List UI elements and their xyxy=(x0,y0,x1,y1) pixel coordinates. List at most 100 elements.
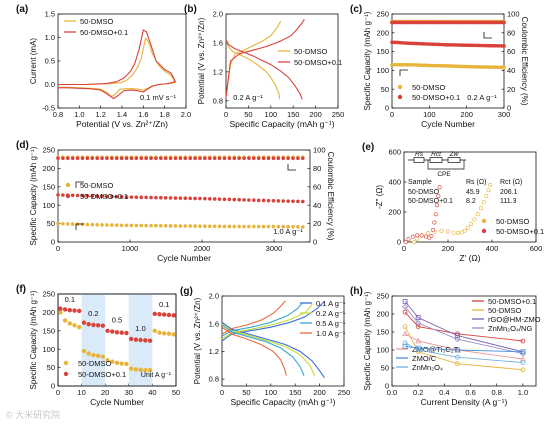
cycle-point xyxy=(198,224,202,228)
cycle-point xyxy=(286,199,290,203)
legend-label: ZMO@Ti₃C₂Tₓ xyxy=(412,345,461,354)
circuit-wire xyxy=(427,160,465,170)
compare-line xyxy=(405,345,523,353)
rate-point xyxy=(81,348,87,354)
x-tick-label: 600 xyxy=(530,244,543,253)
rate-point xyxy=(119,330,124,335)
y-tick-label: 250 xyxy=(42,146,55,155)
cycle-point xyxy=(159,195,163,200)
x-axis-label: Cycle Number xyxy=(90,397,144,407)
cycle-point xyxy=(129,195,134,199)
plot-frame xyxy=(403,151,537,243)
cycle-point xyxy=(281,224,286,229)
cycle-point xyxy=(139,223,144,228)
marker-triangle xyxy=(402,330,409,336)
x-axis-label: Specific Capacity (mAh g⁻¹) xyxy=(229,119,334,129)
circuit-label: Rct xyxy=(431,151,442,158)
cycle-point xyxy=(183,156,188,161)
axis-arrow xyxy=(75,181,84,188)
axis-arrow xyxy=(287,164,296,171)
cycle-point xyxy=(217,224,222,229)
cycle-point xyxy=(276,224,281,229)
rate-point xyxy=(166,312,172,318)
rate-point xyxy=(105,358,110,363)
cycle-point xyxy=(217,156,222,161)
rate-point xyxy=(114,360,120,366)
annotation: 0.2 A g⁻¹ xyxy=(233,93,263,102)
legend-swatch xyxy=(397,84,403,90)
rate-point xyxy=(100,323,106,328)
cycle-point xyxy=(261,198,266,203)
circuit-label: CPE xyxy=(437,171,451,178)
legend-label: 1.0 A g⁻¹ xyxy=(316,329,346,338)
y-tick-label: 200 xyxy=(388,208,401,217)
y-tick-label: 50 xyxy=(381,364,389,373)
cycle-point xyxy=(271,224,276,229)
annotation: 1.0 A g⁻¹ xyxy=(273,227,303,236)
eis-point xyxy=(432,220,437,225)
rate-label: 1.0 xyxy=(135,324,145,333)
y-tick-label: 200 xyxy=(42,308,55,317)
cycle-point xyxy=(193,224,197,228)
cycle-point xyxy=(296,156,300,161)
gcd-discharge xyxy=(221,323,316,376)
eis-point xyxy=(488,183,493,188)
cycle-point xyxy=(159,223,163,228)
cycle-point xyxy=(281,199,286,203)
x-tick-label: 300 xyxy=(498,110,511,119)
y-axis-label: Specific Capacity (mAh g⁻¹) xyxy=(363,11,372,110)
y2-tick-label: 60 xyxy=(507,47,515,56)
rate-point xyxy=(128,336,134,342)
cycle-point xyxy=(286,224,290,229)
cycle-point xyxy=(85,222,90,227)
x-tick-label: 10 xyxy=(77,388,85,397)
panel-label: (c) xyxy=(350,4,362,15)
cycle-point xyxy=(114,156,119,161)
y-axis-label: Current (mA) xyxy=(29,38,38,85)
y2-tick-label: 40 xyxy=(507,66,515,75)
x-tick-label: 0.8 xyxy=(53,110,63,119)
cycle-point xyxy=(75,156,80,161)
x-tick-label: 100 xyxy=(423,110,436,119)
x-tick-label: 3000 xyxy=(266,244,283,253)
table-header: Sample xyxy=(408,179,432,186)
cycle-point xyxy=(119,195,124,199)
cycle-point xyxy=(129,223,134,228)
rate-point xyxy=(162,331,167,336)
plot-frame xyxy=(57,293,177,387)
panel-4: (e) 0 200 400 600 0 200 400 600 Z' (Ω) -Z'' (Ω) Rs R… xyxy=(362,142,544,263)
panel-7: (h) 0.0 0.2 0.4 0.6 0.8 1.0 0 50 100 150 200 250 Curr… xyxy=(350,286,541,407)
marker-square xyxy=(455,333,460,339)
x-tick-label: 0.2 xyxy=(413,388,423,397)
legend-label: 0.2 A g⁻¹ xyxy=(316,309,346,318)
cycle-point xyxy=(178,224,183,228)
cycle-point xyxy=(237,224,241,229)
rate-point xyxy=(114,330,120,335)
rate-point xyxy=(171,313,176,318)
rate-label: 0.1 xyxy=(159,300,169,309)
rate-point xyxy=(67,321,73,326)
cycle-point xyxy=(502,65,506,70)
cycle-point xyxy=(178,196,183,200)
cycle-point xyxy=(114,223,119,227)
y-tick-label: 50 xyxy=(47,219,55,228)
table-header: Rs (Ω) xyxy=(466,179,486,186)
rate-point xyxy=(62,307,68,312)
cycle-point xyxy=(203,156,207,161)
y-axis-label: Specific Capacity (mAh g⁻¹) xyxy=(29,146,38,245)
legend-label: 50-DMSO xyxy=(78,359,112,368)
cycle-point xyxy=(110,194,114,199)
x-tick-label: 50 xyxy=(244,110,252,119)
x-tick-label: 1.0 xyxy=(74,110,84,119)
y-tick-label: 100 xyxy=(376,346,389,355)
x-tick-label: 100 xyxy=(265,110,278,119)
legend-label: 50-DMSO+0.1 xyxy=(294,58,342,67)
rate-point xyxy=(95,323,101,328)
x-tick-label: 30 xyxy=(125,388,133,397)
y-tick-label: 600 xyxy=(388,148,401,157)
legend-label: 50-DMSO+0.1 xyxy=(496,227,544,236)
cycle-point xyxy=(105,156,109,161)
cycle-point xyxy=(183,224,188,228)
marker-circle xyxy=(520,338,526,344)
cycle-point xyxy=(124,223,129,228)
